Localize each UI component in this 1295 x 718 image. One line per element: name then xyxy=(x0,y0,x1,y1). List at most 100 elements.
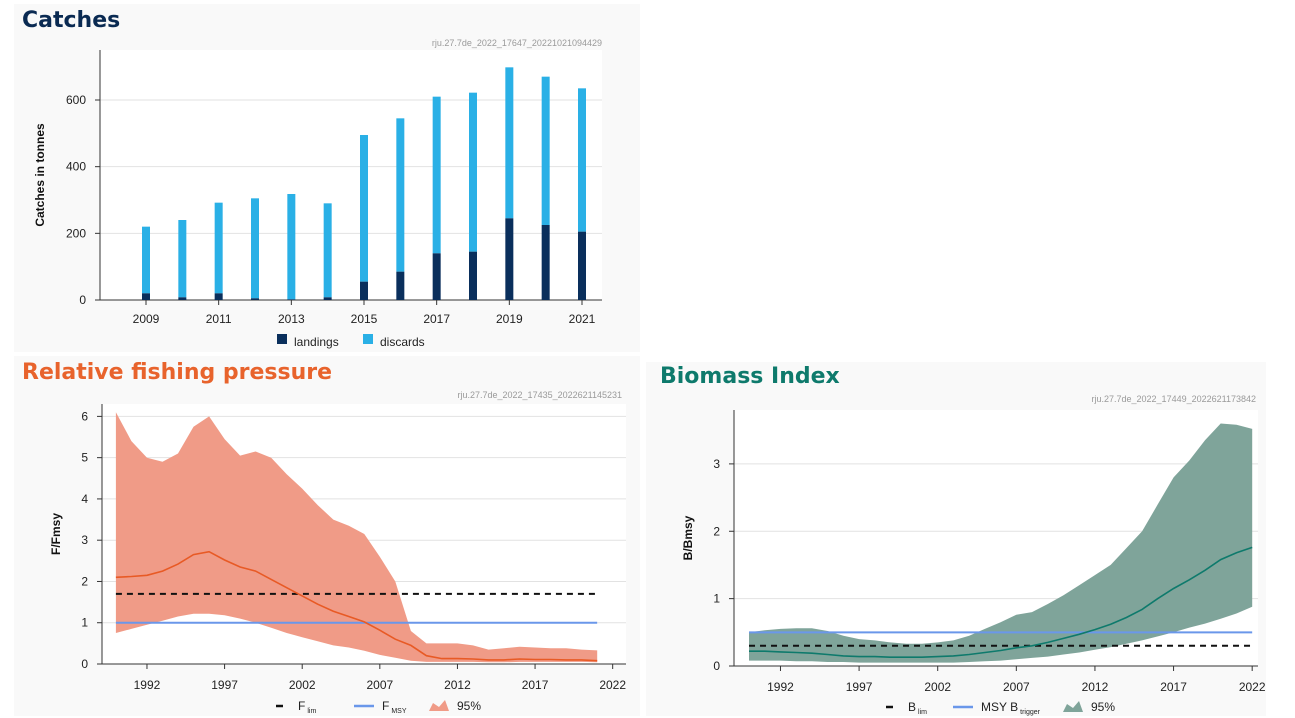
bar-landings xyxy=(541,225,550,300)
bar-landings xyxy=(578,231,586,300)
bar-discards xyxy=(578,88,586,232)
legend-swatch-discards xyxy=(363,334,373,344)
bar-discards xyxy=(360,135,368,282)
bar-discards xyxy=(178,220,187,298)
biomass-x-tick-label: 2002 xyxy=(924,680,951,694)
biomass-estimate-line xyxy=(749,546,1253,658)
legend-label-discards: discards xyxy=(380,335,425,349)
bar-landings xyxy=(214,293,223,300)
biomass-legend-msy-label-sub: trigger xyxy=(1020,709,1041,716)
biomass-x-tick-label: 2012 xyxy=(1082,680,1109,694)
legend-swatch-landings xyxy=(277,334,287,344)
bar-landings xyxy=(505,218,514,300)
bar-discards xyxy=(323,203,332,298)
pressure-confidence-band xyxy=(115,412,598,663)
catches-y-tick-label: 200 xyxy=(66,226,86,240)
biomass-y-tick-label: 1 xyxy=(713,592,720,606)
pressure-legend-lim-label-main: F xyxy=(298,699,305,713)
bar-landings xyxy=(396,271,405,300)
pressure-chart: 0 1 2 3 4 5 6 1992 1997 2002 2007 2012 2017 2022 F/Fms… xyxy=(49,404,626,715)
biomass-x-tick-label: 1997 xyxy=(846,680,873,694)
catches-plot-area xyxy=(100,50,602,300)
catches-x-tick-label: 2013 xyxy=(278,312,305,326)
bar-landings xyxy=(360,281,368,300)
bar-discards xyxy=(142,226,150,294)
pressure-chart-id: rju.27.7de_2022_17435_2022621145231 xyxy=(457,390,623,400)
pressure-x-tick-label: 2002 xyxy=(289,678,316,692)
catches-y-tick-label: 400 xyxy=(66,160,86,174)
biomass-panel: Biomass Index rju.27.7de_2022_17449_2022… xyxy=(646,362,1266,716)
pressure-legend-band-swatch xyxy=(429,700,449,711)
pressure-x-tick-label: 2017 xyxy=(522,678,549,692)
pressure-legend-msy-label-main: F xyxy=(382,699,389,713)
bar-discards xyxy=(396,118,405,272)
biomass-legend-lim-label-main: B xyxy=(908,700,916,714)
pressure-estimate-line xyxy=(115,550,598,662)
catches-x-tick-label: 2015 xyxy=(351,312,378,326)
pressure-legend-msy-label-sub: MSY xyxy=(391,708,407,715)
pressure-x-tick-label: 2012 xyxy=(444,678,471,692)
bar-discards xyxy=(432,96,441,254)
pressure-x-tick-label: 1997 xyxy=(211,678,238,692)
biomass-title: Biomass Index xyxy=(660,364,840,389)
biomass-legend-band-label: 95% xyxy=(1091,700,1115,714)
bar-discards xyxy=(251,198,259,299)
bar-discards xyxy=(214,202,223,294)
pressure-legend-band-label-main: 95% xyxy=(457,699,481,713)
pressure-panel: Relative fishing pressure rju.27.7de_202… xyxy=(14,356,640,716)
catches-chart-id: rju.27.7de_2022_17647_20221021094429 xyxy=(431,38,602,48)
biomass-x-tick-label: 2022 xyxy=(1239,680,1266,694)
biomass-x-tick-label: 2017 xyxy=(1160,680,1187,694)
biomass-legend-band-swatch xyxy=(1063,701,1083,712)
pressure-y-tick-label: 6 xyxy=(81,409,88,423)
biomass-legend-band-label-main: 95% xyxy=(1091,700,1115,714)
pressure-title: Relative fishing pressure xyxy=(22,360,333,385)
biomass-y-axis-label: B/Bmsy xyxy=(681,515,695,560)
biomass-chart: 0 1 2 3 1992 1997 2002 2007 2012 2017 2022 B/Bmsy B l… xyxy=(681,410,1266,716)
catches-x-tick-label: 2017 xyxy=(423,312,450,326)
pressure-legend-msy-label: F MSY xyxy=(382,699,407,715)
bar-landings xyxy=(469,251,477,300)
pressure-y-tick-label: 5 xyxy=(81,451,88,465)
biomass-y-tick-label: 0 xyxy=(713,659,720,673)
bar-landings xyxy=(287,299,296,300)
bar-landings xyxy=(432,253,441,300)
biomass-x-tick-label: 2007 xyxy=(1003,680,1030,694)
bar-landings xyxy=(178,297,187,300)
catches-x-tick-label: 2019 xyxy=(496,312,523,326)
bar-discards xyxy=(287,194,296,300)
legend-label-landings: landings xyxy=(294,335,339,349)
pressure-x-tick-label: 2007 xyxy=(366,678,393,692)
biomass-y-tick-label: 2 xyxy=(713,524,720,538)
pressure-y-tick-label: 0 xyxy=(81,657,88,671)
biomass-confidence-band xyxy=(749,423,1253,663)
bar-discards xyxy=(541,76,550,226)
pressure-legend-band-label: 95% xyxy=(457,699,481,713)
biomass-x-tick-label: 1992 xyxy=(767,680,794,694)
catches-y-axis-label: Catches in tonnes xyxy=(33,123,47,227)
pressure-y-tick-label: 1 xyxy=(81,616,88,630)
pressure-legend-lim-label-sub: lim xyxy=(307,708,316,715)
bar-landings xyxy=(251,298,259,300)
pressure-y-tick-label: 2 xyxy=(81,574,88,588)
bar-discards xyxy=(505,67,514,219)
pressure-y-tick-label: 4 xyxy=(81,492,88,506)
catches-x-tick-label: 2009 xyxy=(133,312,160,326)
catches-y-tick-label: 0 xyxy=(79,293,86,307)
biomass-chart-id: rju.27.7de_2022_17449_2022621173842 xyxy=(1091,394,1257,404)
biomass-legend-lim-label-sub: lim xyxy=(918,709,927,716)
catches-x-tick-label: 2011 xyxy=(206,312,232,326)
bar-discards xyxy=(469,92,477,252)
pressure-x-tick-label: 2022 xyxy=(599,678,626,692)
catches-y-tick-label: 600 xyxy=(66,93,86,107)
catches-title: Catches xyxy=(22,8,121,33)
catches-panel: Catches rju.27.7de_2022_17647_2022102109… xyxy=(14,4,640,352)
catches-chart: 0 200 400 600 2009 2011 2013 2015 2017 2019 2021 Ca… xyxy=(33,50,602,349)
pressure-y-axis-label: F/Fmsy xyxy=(49,513,63,555)
biomass-y-tick-label: 3 xyxy=(713,457,720,471)
biomass-legend-msy-label-main: MSY B xyxy=(981,700,1018,714)
catches-x-tick-label: 2021 xyxy=(569,312,596,326)
